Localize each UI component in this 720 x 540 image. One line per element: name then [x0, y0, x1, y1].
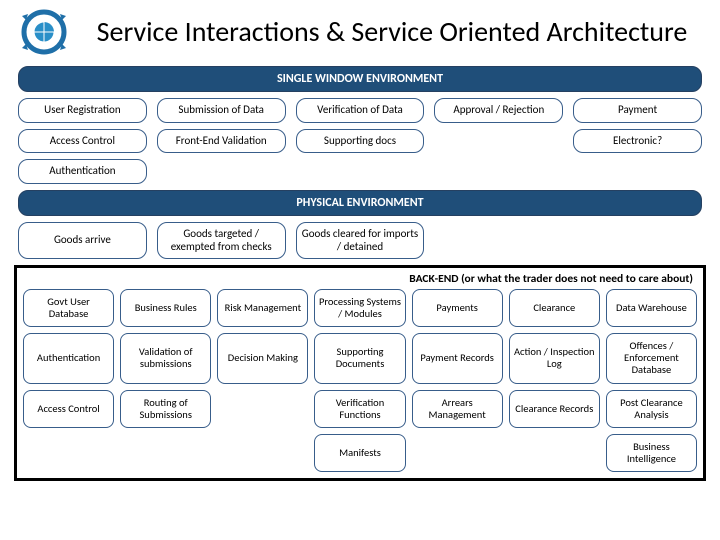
backend-title: BACK-END (or what the trader does not ne… [23, 272, 697, 286]
bbox-business-intelligence: Business Intelligence [606, 434, 697, 472]
banner-physical: PHYSICAL ENVIRONMENT [18, 190, 702, 216]
empty-cell [157, 159, 286, 184]
bbox-clearance-records: Clearance Records [509, 390, 600, 428]
bbox-action-inspection-log: Action / Inspection Log [509, 333, 600, 383]
header: Service Interactions & Service Oriented … [0, 0, 720, 60]
pill-goods-targeted: Goods targeted / exempted from checks [157, 222, 286, 259]
empty-cell [509, 434, 600, 472]
be-row-2: Authentication Validation of submissions… [23, 333, 697, 383]
bbox-offences-enforcement: Offences / Enforcement Database [606, 333, 697, 383]
empty-cell [434, 129, 563, 154]
empty-cell [217, 390, 308, 428]
pill-electronic: Electronic? [573, 129, 702, 154]
pill-front-end-validation: Front-End Validation [157, 129, 286, 154]
pill-goods-arrive: Goods arrive [18, 222, 147, 259]
backend-section: BACK-END (or what the trader does not ne… [14, 265, 706, 481]
banner-single-window: SINGLE WINDOW ENVIRONMENT [18, 66, 702, 92]
bbox-access-control: Access Control [23, 390, 114, 428]
empty-cell [434, 159, 563, 184]
empty-cell [434, 222, 563, 259]
wco-logo [20, 8, 68, 56]
pill-payment: Payment [573, 98, 702, 123]
bbox-payment-records: Payment Records [412, 333, 503, 383]
bbox-govt-user-db: Govt User Database [23, 289, 114, 327]
bbox-payments: Payments [412, 289, 503, 327]
pill-goods-cleared: Goods cleared for imports / detained [296, 222, 425, 259]
empty-cell [573, 159, 702, 184]
bbox-supporting-documents: Supporting Documents [314, 333, 405, 383]
bbox-clearance: Clearance [509, 289, 600, 327]
bbox-business-rules: Business Rules [120, 289, 211, 327]
bbox-decision-making: Decision Making [217, 333, 308, 383]
bbox-verification-functions: Verification Functions [314, 390, 405, 428]
bbox-routing-submissions: Routing of Submissions [120, 390, 211, 428]
pill-access-control: Access Control [18, 129, 147, 154]
page-title: Service Interactions & Service Oriented … [84, 16, 700, 48]
pill-authentication: Authentication [18, 159, 147, 184]
empty-cell [573, 222, 702, 259]
bbox-manifests: Manifests [314, 434, 405, 472]
sw-row-2: Access Control Front-End Validation Supp… [18, 129, 702, 154]
be-row-1: Govt User Database Business Rules Risk M… [23, 289, 697, 327]
bbox-validation-submissions: Validation of submissions [120, 333, 211, 383]
pill-user-registration: User Registration [18, 98, 147, 123]
pill-approval-rejection: Approval / Rejection [434, 98, 563, 123]
pill-supporting-docs: Supporting docs [296, 129, 425, 154]
empty-cell [120, 434, 211, 472]
empty-cell [296, 159, 425, 184]
bbox-processing-systems: Processing Systems / Modules [314, 289, 405, 327]
pill-submission-data: Submission of Data [157, 98, 286, 123]
bbox-data-warehouse: Data Warehouse [606, 289, 697, 327]
empty-cell [412, 434, 503, 472]
bbox-arrears-mgmt: Arrears Management [412, 390, 503, 428]
empty-cell [217, 434, 308, 472]
bbox-authentication: Authentication [23, 333, 114, 383]
empty-cell [23, 434, 114, 472]
be-row-3: Access Control Routing of Submissions Ve… [23, 390, 697, 428]
sw-row-1: User Registration Submission of Data Ver… [18, 98, 702, 123]
bbox-post-clearance-analysis: Post Clearance Analysis [606, 390, 697, 428]
sw-row-3: Authentication [18, 159, 702, 184]
pill-verification-data: Verification of Data [296, 98, 425, 123]
bbox-risk-mgmt: Risk Management [217, 289, 308, 327]
be-row-4: Manifests Business Intelligence [23, 434, 697, 472]
pe-row-1: Goods arrive Goods targeted / exempted f… [18, 222, 702, 259]
